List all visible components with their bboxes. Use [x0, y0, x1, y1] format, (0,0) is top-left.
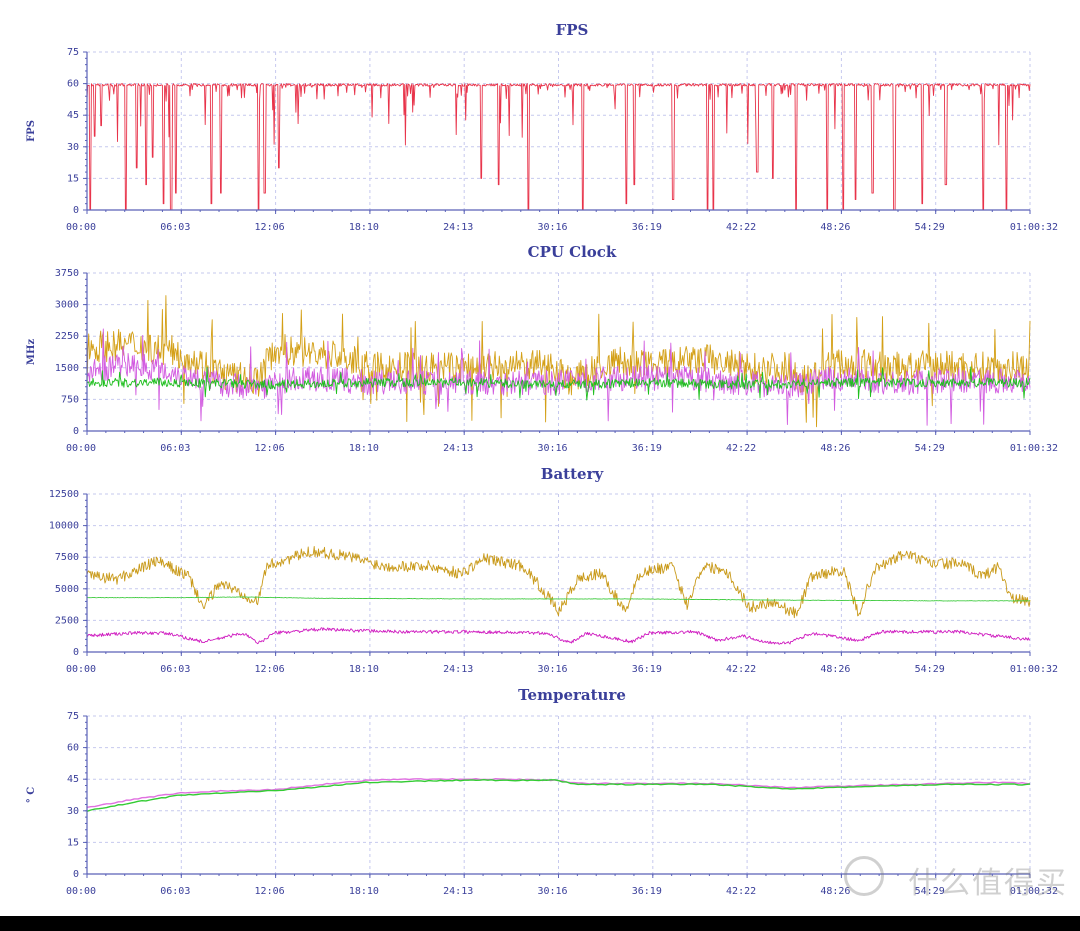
- x-tick-label: 48:26: [820, 222, 850, 233]
- x-tick-label: 48:26: [820, 443, 850, 454]
- x-tick-label: 42:22: [726, 886, 756, 897]
- x-tick-label: 06:03: [160, 664, 190, 675]
- x-tick-label: 54:29: [915, 443, 945, 454]
- y-tick-label: 75: [67, 711, 79, 722]
- x-tick-label: 24:13: [443, 886, 473, 897]
- x-tick-label: 48:26: [820, 886, 850, 897]
- y-axis-label: MHz: [26, 339, 37, 366]
- x-tick-label: 54:29: [915, 222, 945, 233]
- x-tick-label: 12:06: [255, 222, 285, 233]
- y-tick-label: 60: [67, 79, 79, 90]
- x-tick-label: 06:03: [160, 886, 190, 897]
- chart-title: Battery: [541, 465, 605, 483]
- x-tick-label: 24:13: [443, 222, 473, 233]
- x-tick-label: 42:22: [726, 222, 756, 233]
- y-tick-label: 45: [67, 110, 79, 121]
- y-tick-label: 45: [67, 774, 79, 785]
- x-tick-label: 18:10: [349, 222, 379, 233]
- y-tick-label: 0: [73, 426, 79, 437]
- x-tick-label: 30:16: [537, 443, 567, 454]
- y-axis-label: ° C: [26, 787, 37, 803]
- chart-title: FPS: [556, 21, 589, 39]
- series-line-2: [86, 627, 1031, 645]
- y-tick-label: 0: [73, 647, 79, 658]
- x-tick-label: 06:03: [160, 222, 190, 233]
- x-tick-label: 30:16: [537, 664, 567, 675]
- x-tick-label: 12:06: [255, 443, 285, 454]
- x-tick-label: 12:06: [255, 886, 285, 897]
- x-tick-label: 42:22: [726, 664, 756, 675]
- watermark-logo-icon: [844, 856, 884, 896]
- x-tick-label: 18:10: [349, 664, 379, 675]
- x-tick-label: 54:29: [915, 886, 945, 897]
- x-tick-label: 00:00: [66, 443, 96, 454]
- x-tick-label: 30:16: [537, 222, 567, 233]
- y-tick-label: 0: [73, 205, 79, 216]
- y-tick-label: 12500: [49, 489, 79, 500]
- x-tick-label: 06:03: [160, 443, 190, 454]
- series-line-1: [86, 83, 1031, 211]
- x-tick-label: 36:19: [632, 664, 662, 675]
- y-tick-label: 3000: [55, 300, 79, 311]
- y-tick-label: 75: [67, 47, 79, 58]
- y-tick-label: 3750: [55, 268, 79, 279]
- chart-title: CPU Clock: [528, 243, 617, 261]
- x-tick-label: 30:16: [537, 886, 567, 897]
- x-tick-label: 01:00:32: [1010, 886, 1058, 897]
- y-tick-label: 750: [61, 394, 79, 405]
- y-tick-label: 0: [73, 869, 79, 880]
- y-tick-label: 15: [67, 173, 79, 184]
- x-tick-label: 01:00:32: [1010, 664, 1058, 675]
- x-tick-label: 24:13: [443, 664, 473, 675]
- x-tick-label: 36:19: [632, 886, 662, 897]
- x-tick-label: 42:22: [726, 443, 756, 454]
- y-tick-label: 2500: [55, 615, 79, 626]
- chart-title: Temperature: [518, 686, 626, 704]
- watermark-text: 什么值得买: [908, 866, 1068, 901]
- x-tick-label: 36:19: [632, 443, 662, 454]
- y-tick-label: 30: [67, 806, 79, 817]
- series-line-3: [87, 596, 1030, 602]
- x-tick-label: 01:00:32: [1010, 443, 1058, 454]
- x-tick-label: 54:29: [915, 664, 945, 675]
- x-tick-label: 36:19: [632, 222, 662, 233]
- y-tick-label: 10000: [49, 521, 79, 532]
- x-tick-label: 00:00: [66, 222, 96, 233]
- y-tick-label: 30: [67, 142, 79, 153]
- x-tick-label: 18:10: [349, 886, 379, 897]
- bottom-black-bar: [0, 916, 1080, 931]
- series-line-1: [86, 546, 1031, 619]
- series-line-2: [86, 779, 1031, 812]
- x-tick-label: 48:26: [820, 664, 850, 675]
- x-tick-label: 01:00:32: [1010, 222, 1058, 233]
- series-line-3: [86, 366, 1031, 401]
- y-tick-label: 60: [67, 743, 79, 754]
- x-tick-label: 18:10: [349, 443, 379, 454]
- x-tick-label: 24:13: [443, 443, 473, 454]
- x-tick-label: 00:00: [66, 664, 96, 675]
- x-tick-label: 12:06: [255, 664, 285, 675]
- y-axis-label: FPS: [26, 120, 37, 142]
- y-tick-label: 2250: [55, 331, 79, 342]
- y-tick-label: 15: [67, 837, 79, 848]
- y-tick-label: 7500: [55, 552, 79, 563]
- series-line-2: [86, 328, 1031, 426]
- y-tick-label: 1500: [55, 363, 79, 374]
- x-tick-label: 00:00: [66, 886, 96, 897]
- y-tick-label: 5000: [55, 584, 79, 595]
